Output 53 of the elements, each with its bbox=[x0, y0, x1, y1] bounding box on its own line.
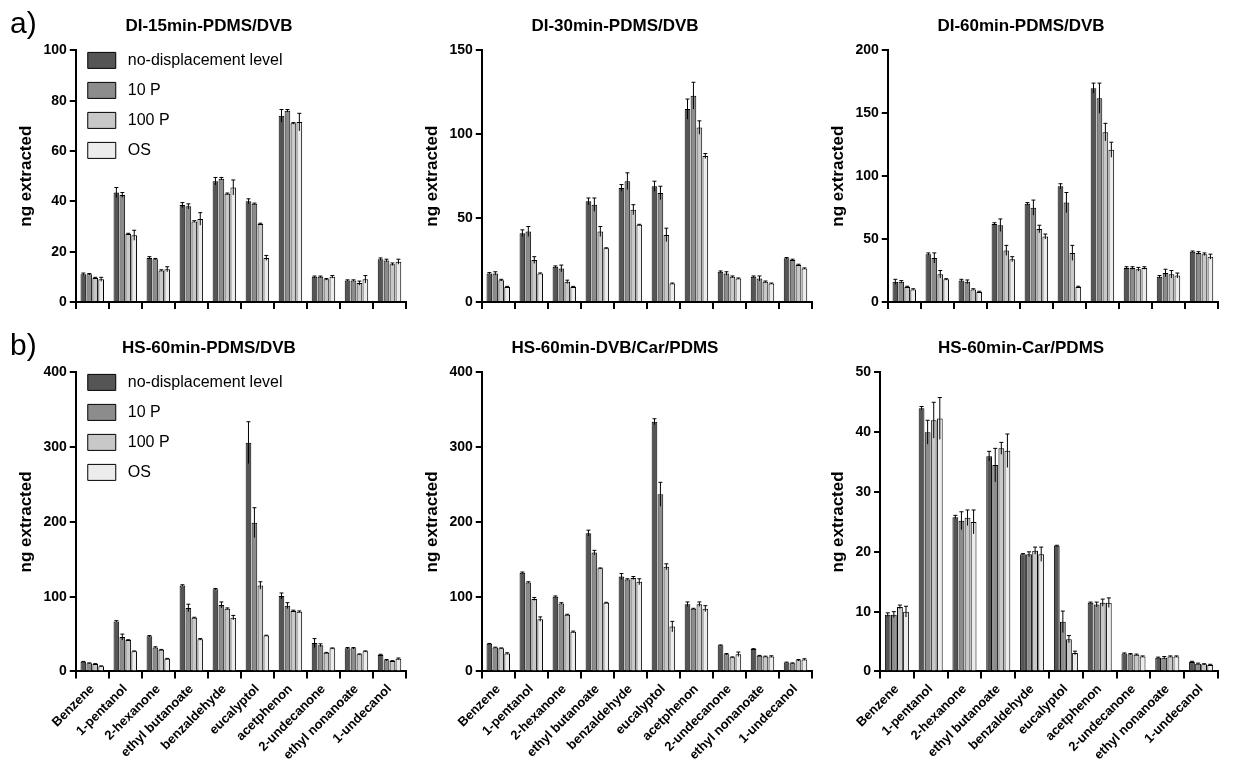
y-tick-label: 150 bbox=[449, 41, 473, 58]
chart-title: DI-60min-PDMS/DVB bbox=[937, 15, 1105, 35]
y-tick-label: 150 bbox=[855, 104, 879, 121]
y-tick-label: 200 bbox=[449, 512, 473, 529]
y-tick-label: 400 bbox=[449, 363, 473, 380]
y-tick-label: 200 bbox=[855, 41, 879, 58]
y-tick-label: 100 bbox=[43, 587, 67, 604]
y-tick-label: 300 bbox=[449, 438, 473, 455]
y-axis-title: ng extracted bbox=[15, 471, 35, 573]
chart-title: DI-30min-PDMS/DVB bbox=[531, 15, 699, 35]
chart-title: HS-60min-Car/PDMS bbox=[937, 337, 1105, 357]
y-tick-label: 40 bbox=[51, 192, 67, 209]
y-axis-title: ng extracted bbox=[421, 125, 441, 227]
y-tick-label: 60 bbox=[51, 141, 67, 158]
y-axis-title: ng extracted bbox=[827, 125, 847, 227]
legend-label: 10 P bbox=[127, 402, 161, 420]
y-tick-label: 0 bbox=[870, 292, 879, 309]
y-tick-label: 200 bbox=[43, 512, 67, 529]
legend-label: no-displacement level bbox=[127, 372, 283, 390]
y-tick-label: 50 bbox=[863, 229, 879, 246]
y-tick-label: 100 bbox=[449, 587, 473, 604]
y-tick-label: 0 bbox=[464, 292, 473, 309]
y-tick-label: 0 bbox=[464, 662, 473, 679]
chart-title: HS-60min-PDMS/DVB bbox=[122, 337, 296, 357]
y-tick-label: 20 bbox=[855, 542, 872, 559]
y-tick-label: 10 bbox=[855, 602, 872, 619]
chart-title: HS-60min-DVB/Car/PDMS bbox=[511, 337, 719, 357]
y-tick-label: 0 bbox=[58, 292, 67, 309]
y-tick-label: 300 bbox=[43, 438, 67, 455]
y-tick-label: 0 bbox=[58, 662, 67, 679]
text: a) bbox=[10, 6, 37, 40]
y-tick-label: 40 bbox=[855, 423, 872, 440]
y-axis-title: ng extracted bbox=[827, 471, 847, 573]
legend-label: OS bbox=[127, 140, 151, 158]
y-axis-title: ng extracted bbox=[421, 471, 441, 573]
y-axis-title: ng extracted bbox=[15, 125, 35, 227]
y-tick-label: 50 bbox=[457, 208, 473, 225]
y-tick-label: 20 bbox=[51, 242, 67, 259]
y-tick-label: 100 bbox=[43, 41, 67, 58]
y-tick-label: 80 bbox=[51, 91, 67, 108]
y-tick-label: 0 bbox=[863, 662, 872, 679]
legend-label: 100 P bbox=[127, 110, 170, 128]
text: b) bbox=[10, 328, 37, 362]
legend-label: 100 P bbox=[127, 432, 170, 450]
y-tick-label: 100 bbox=[449, 125, 473, 142]
y-tick-label: 100 bbox=[855, 167, 879, 184]
y-tick-label: 30 bbox=[855, 482, 872, 499]
legend-label: no-displacement level bbox=[127, 50, 283, 68]
chart-title: DI-15min-PDMS/DVB bbox=[125, 15, 293, 35]
legend-label: OS bbox=[127, 462, 151, 480]
y-tick-label: 50 bbox=[855, 363, 872, 380]
legend-label: 10 P bbox=[127, 80, 161, 98]
y-tick-label: 400 bbox=[43, 363, 67, 380]
